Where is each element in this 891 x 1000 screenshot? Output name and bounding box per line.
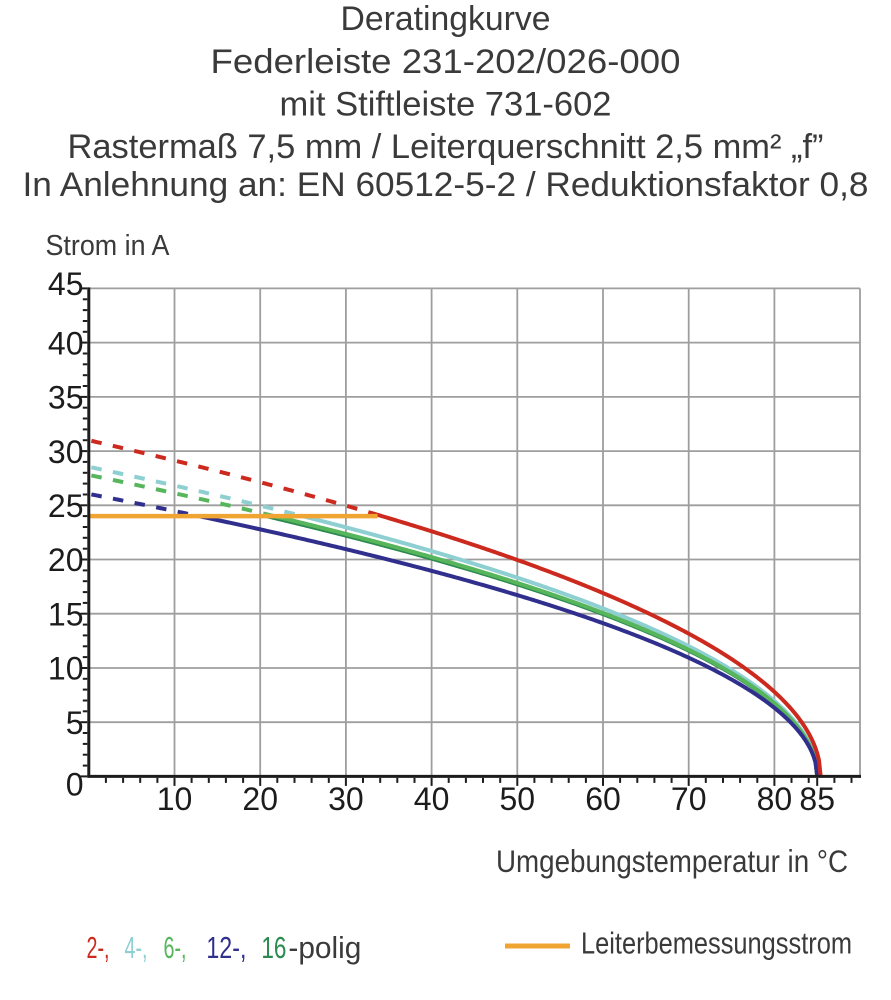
svg-text:85: 85 xyxy=(799,781,835,817)
svg-text:-polig: -polig xyxy=(288,930,361,965)
svg-text:30: 30 xyxy=(48,434,84,470)
svg-text:Deratingkurve: Deratingkurve xyxy=(341,0,551,38)
svg-text:Leiterbemessungsstrom: Leiterbemessungsstrom xyxy=(581,926,852,961)
svg-text:16: 16 xyxy=(261,930,286,965)
svg-text:5: 5 xyxy=(66,705,84,741)
svg-text:30: 30 xyxy=(328,781,364,817)
svg-text:40: 40 xyxy=(48,325,84,361)
svg-text:80: 80 xyxy=(757,781,793,817)
svg-text:35: 35 xyxy=(48,380,84,416)
svg-text:10: 10 xyxy=(48,651,84,687)
svg-text:20: 20 xyxy=(48,542,84,578)
svg-text:2-,: 2-, xyxy=(87,930,110,965)
svg-text:4-,: 4-, xyxy=(125,930,148,965)
svg-text:Rastermaß 7,5 mm / Leiterquers: Rastermaß 7,5 mm / Leiterquerschnitt 2,5… xyxy=(68,128,824,166)
svg-text:10: 10 xyxy=(157,781,193,817)
svg-text:In Anlehnung an: EN 60512-5-2: In Anlehnung an: EN 60512-5-2 / Reduktio… xyxy=(23,166,869,204)
svg-text:0: 0 xyxy=(66,767,84,803)
svg-text:70: 70 xyxy=(671,781,707,817)
svg-text:45: 45 xyxy=(48,266,84,302)
svg-text:25: 25 xyxy=(48,488,84,524)
svg-text:mit Stiftleiste 731-602: mit Stiftleiste 731-602 xyxy=(280,86,612,124)
svg-text:12-,: 12-, xyxy=(206,930,246,965)
svg-text:15: 15 xyxy=(48,596,84,632)
svg-text:40: 40 xyxy=(414,781,450,817)
svg-text:6-,: 6-, xyxy=(164,930,187,965)
svg-text:60: 60 xyxy=(585,781,621,817)
svg-text:Federleiste 231-202/026-000: Federleiste 231-202/026-000 xyxy=(211,43,681,81)
svg-text:50: 50 xyxy=(500,781,536,817)
svg-text:Umgebungstemperatur in °C: Umgebungstemperatur in °C xyxy=(496,843,848,879)
svg-text:20: 20 xyxy=(242,781,278,817)
svg-text:Strom in A: Strom in A xyxy=(46,230,171,262)
